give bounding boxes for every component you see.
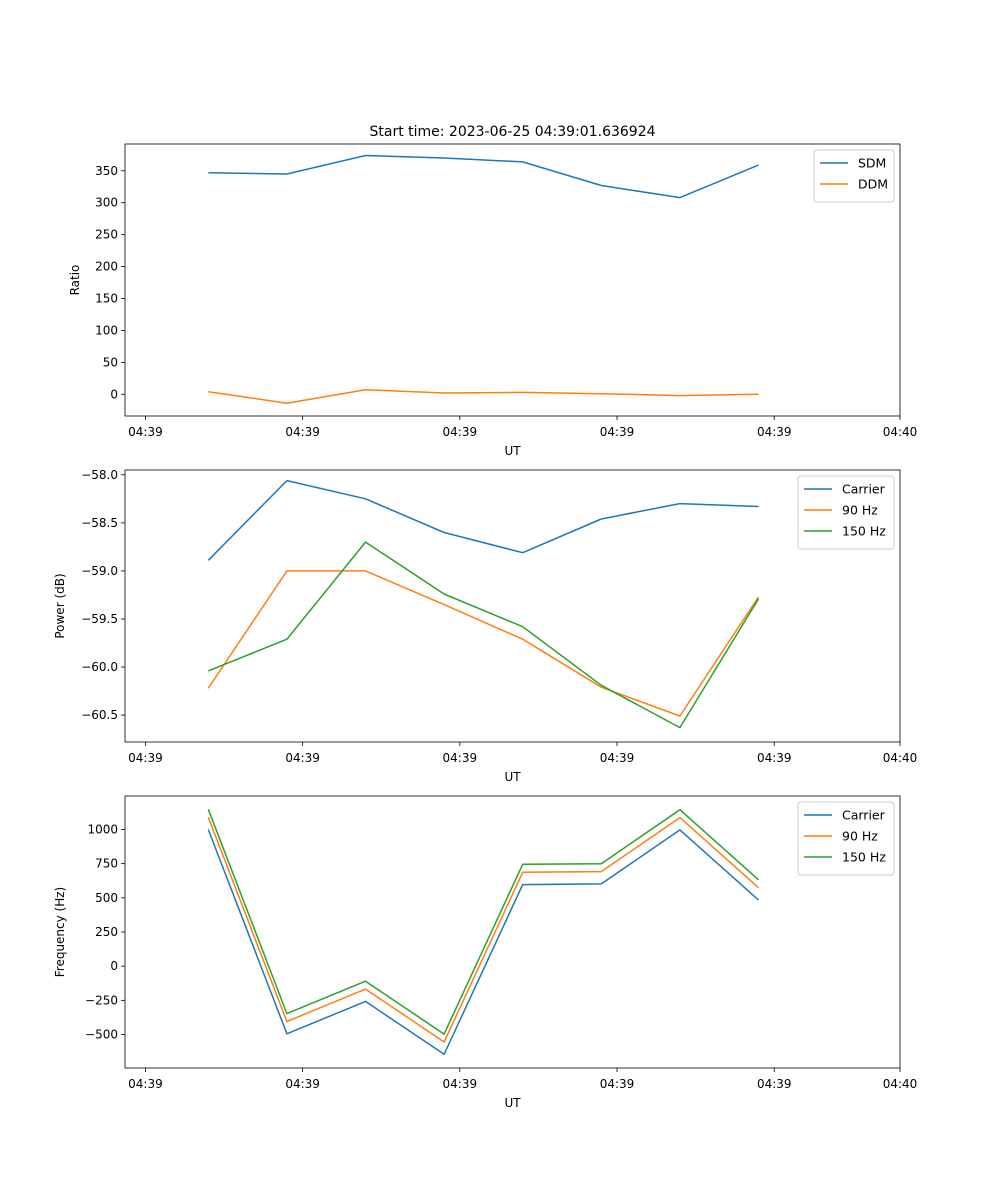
x-tick-label: 04:39 xyxy=(757,425,792,439)
y-axis-label: Power (dB) xyxy=(53,573,67,638)
subplot-frequency: 04:39 04:39 04:39 04:39 04:39 04:40 −500 −250 0 2… xyxy=(53,795,918,1110)
series-line-90-hz xyxy=(207,570,760,717)
y-tick-label: 50 xyxy=(103,355,118,369)
axes-frame xyxy=(124,469,901,743)
x-tick-label: 04:39 xyxy=(128,425,163,439)
y-tick-label: −59.0 xyxy=(81,564,118,578)
legend-entry: DDM xyxy=(858,177,888,192)
x-tick-label: 04:40 xyxy=(883,751,918,765)
legend: SDM DDM xyxy=(813,149,895,203)
legend-entry: SDM xyxy=(858,156,886,171)
y-tick-label: 500 xyxy=(95,891,118,905)
y-tick-label: 1000 xyxy=(87,822,118,836)
series-line-90-hz xyxy=(207,816,759,1043)
y-tick-label: −58.5 xyxy=(81,516,118,530)
series-line-150-hz xyxy=(207,808,759,1035)
x-tick-label: 04:39 xyxy=(285,751,320,765)
y-tick-label: −60.0 xyxy=(81,660,118,674)
y-tick-label: 250 xyxy=(95,925,118,939)
legend-entry: 90 Hz xyxy=(842,829,878,844)
x-tick-label: 04:39 xyxy=(285,1077,320,1091)
series-line-carrier xyxy=(207,479,759,561)
x-tick-label: 04:39 xyxy=(757,1077,792,1091)
series-line-ddm xyxy=(208,389,759,404)
y-tick-label: −500 xyxy=(85,1028,118,1042)
x-tick-label: 04:39 xyxy=(600,751,635,765)
y-tick-label: −60.5 xyxy=(81,708,118,722)
x-axis-label: UT xyxy=(504,770,521,784)
legend: Carrier 90 Hz 150 Hz xyxy=(797,801,895,876)
x-axis-label: UT xyxy=(504,1096,521,1110)
legend-entry: Carrier xyxy=(842,482,886,497)
x-tick-label: 04:39 xyxy=(757,751,792,765)
series-line-sdm xyxy=(208,154,759,199)
y-tick-label: 350 xyxy=(95,164,118,178)
legend-entry: 150 Hz xyxy=(842,524,886,539)
axes-frame xyxy=(124,795,901,1069)
x-tick-label: 04:39 xyxy=(600,425,635,439)
y-tick-label: 750 xyxy=(95,857,118,871)
x-tick-label: 04:39 xyxy=(443,751,478,765)
x-tick-label: 04:39 xyxy=(128,751,163,765)
y-tick-label: 300 xyxy=(95,196,118,210)
legend-entry: 150 Hz xyxy=(842,850,886,865)
legend: Carrier 90 Hz 150 Hz xyxy=(797,475,895,550)
x-axis-label: UT xyxy=(504,444,521,458)
y-tick-label: 0 xyxy=(110,959,118,973)
subplot-ratio: 04:39 04:39 04:39 04:39 04:39 04:40 0 50 100 150 2… xyxy=(68,143,918,458)
subplot-power: 04:39 04:39 04:39 04:39 04:39 04:40 −60.5 −60.0… xyxy=(53,468,917,784)
y-axis-label: Ratio xyxy=(68,265,82,296)
axes-frame xyxy=(124,143,901,417)
legend-entry: Carrier xyxy=(842,808,886,823)
legend-entry: 90 Hz xyxy=(842,503,878,518)
y-tick-label: 250 xyxy=(95,228,118,242)
figure-title: Start time: 2023-06-25 04:39:01.636924 xyxy=(369,124,655,140)
x-tick-label: 04:40 xyxy=(883,1077,918,1091)
y-tick-label: −59.5 xyxy=(81,612,118,626)
y-tick-label: −58.0 xyxy=(81,468,118,482)
x-tick-label: 04:39 xyxy=(443,1077,478,1091)
y-tick-label: 200 xyxy=(95,260,118,274)
x-tick-label: 04:40 xyxy=(883,425,918,439)
y-tick-label: 150 xyxy=(95,292,118,306)
y-tick-label: 0 xyxy=(110,387,118,401)
y-tick-label: −250 xyxy=(85,993,118,1007)
series-line-carrier xyxy=(207,829,759,1056)
x-tick-label: 04:39 xyxy=(443,425,478,439)
y-tick-label: 100 xyxy=(95,323,118,337)
series-line-150-hz xyxy=(208,541,760,729)
x-tick-label: 04:39 xyxy=(285,425,320,439)
y-axis-label: Frequency (Hz) xyxy=(53,887,67,978)
x-tick-label: 04:39 xyxy=(600,1077,635,1091)
x-tick-label: 04:39 xyxy=(128,1077,163,1091)
